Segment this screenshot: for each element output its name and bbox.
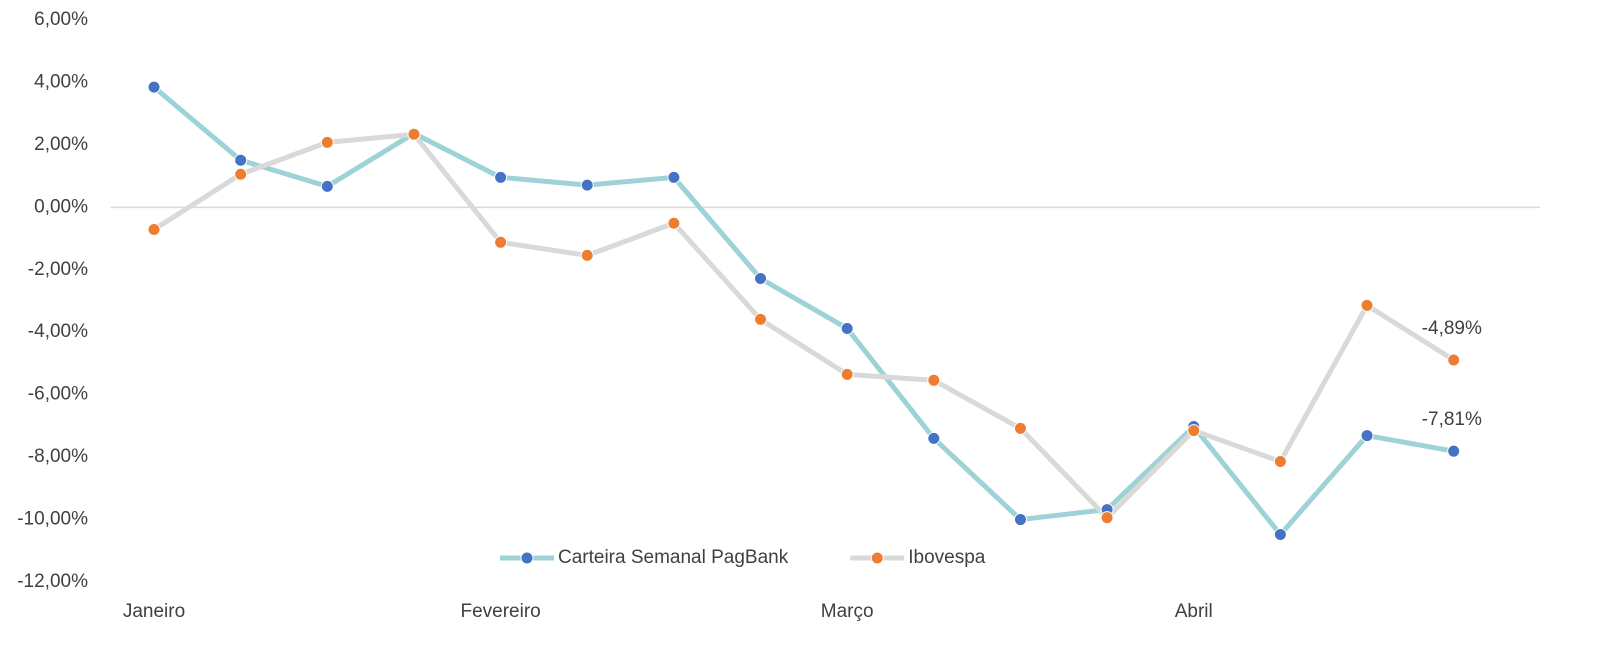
legend-marker [870,551,884,565]
y-tick-label: -8,00% [28,446,88,467]
data-point [840,321,854,335]
data-point [754,272,768,286]
data-point [320,179,334,193]
legend-marker [520,551,534,565]
value-label: -7,81% [1422,409,1482,430]
value-label: -4,89% [1422,318,1482,339]
y-tick-label: 4,00% [34,71,88,92]
y-tick-label: 2,00% [34,134,88,155]
y-tick-label: -12,00% [17,571,88,592]
data-point [1100,511,1114,525]
y-tick-label: 6,00% [34,9,88,30]
data-point [1013,421,1027,435]
legend-label: Ibovespa [908,547,986,568]
data-point [494,170,508,184]
data-point [1273,528,1287,542]
data-point [407,127,421,141]
y-tick-label: -6,00% [28,384,88,405]
data-point [927,431,941,445]
series-line [152,131,1456,521]
data-point [1360,298,1374,312]
data-point [1360,429,1374,443]
data-point [147,223,161,237]
x-tick-label: Março [821,601,874,622]
data-point [754,312,768,326]
data-point [1447,353,1461,367]
data-point [320,135,334,149]
data-point [147,80,161,94]
y-tick-label: 0,00% [34,196,88,217]
legend-label: Carteira Semanal PagBank [558,547,789,568]
data-point [1447,444,1461,458]
x-tick-label: Janeiro [123,601,185,622]
y-tick-label: -10,00% [17,509,88,530]
series-line [152,85,1455,538]
data-point [1013,513,1027,527]
y-tick-label: -2,00% [28,259,88,280]
data-point [234,167,248,181]
data-point [1273,454,1287,468]
data-point [580,248,594,262]
data-point [667,216,681,230]
data-point [667,170,681,184]
data-point [580,178,594,192]
y-tick-label: -4,00% [28,321,88,342]
data-point [840,367,854,381]
data-point [1187,424,1201,438]
x-tick-label: Fevereiro [460,601,540,622]
x-tick-label: Abril [1175,601,1213,622]
data-point [494,235,508,249]
data-point [927,373,941,387]
data-point [234,153,248,167]
